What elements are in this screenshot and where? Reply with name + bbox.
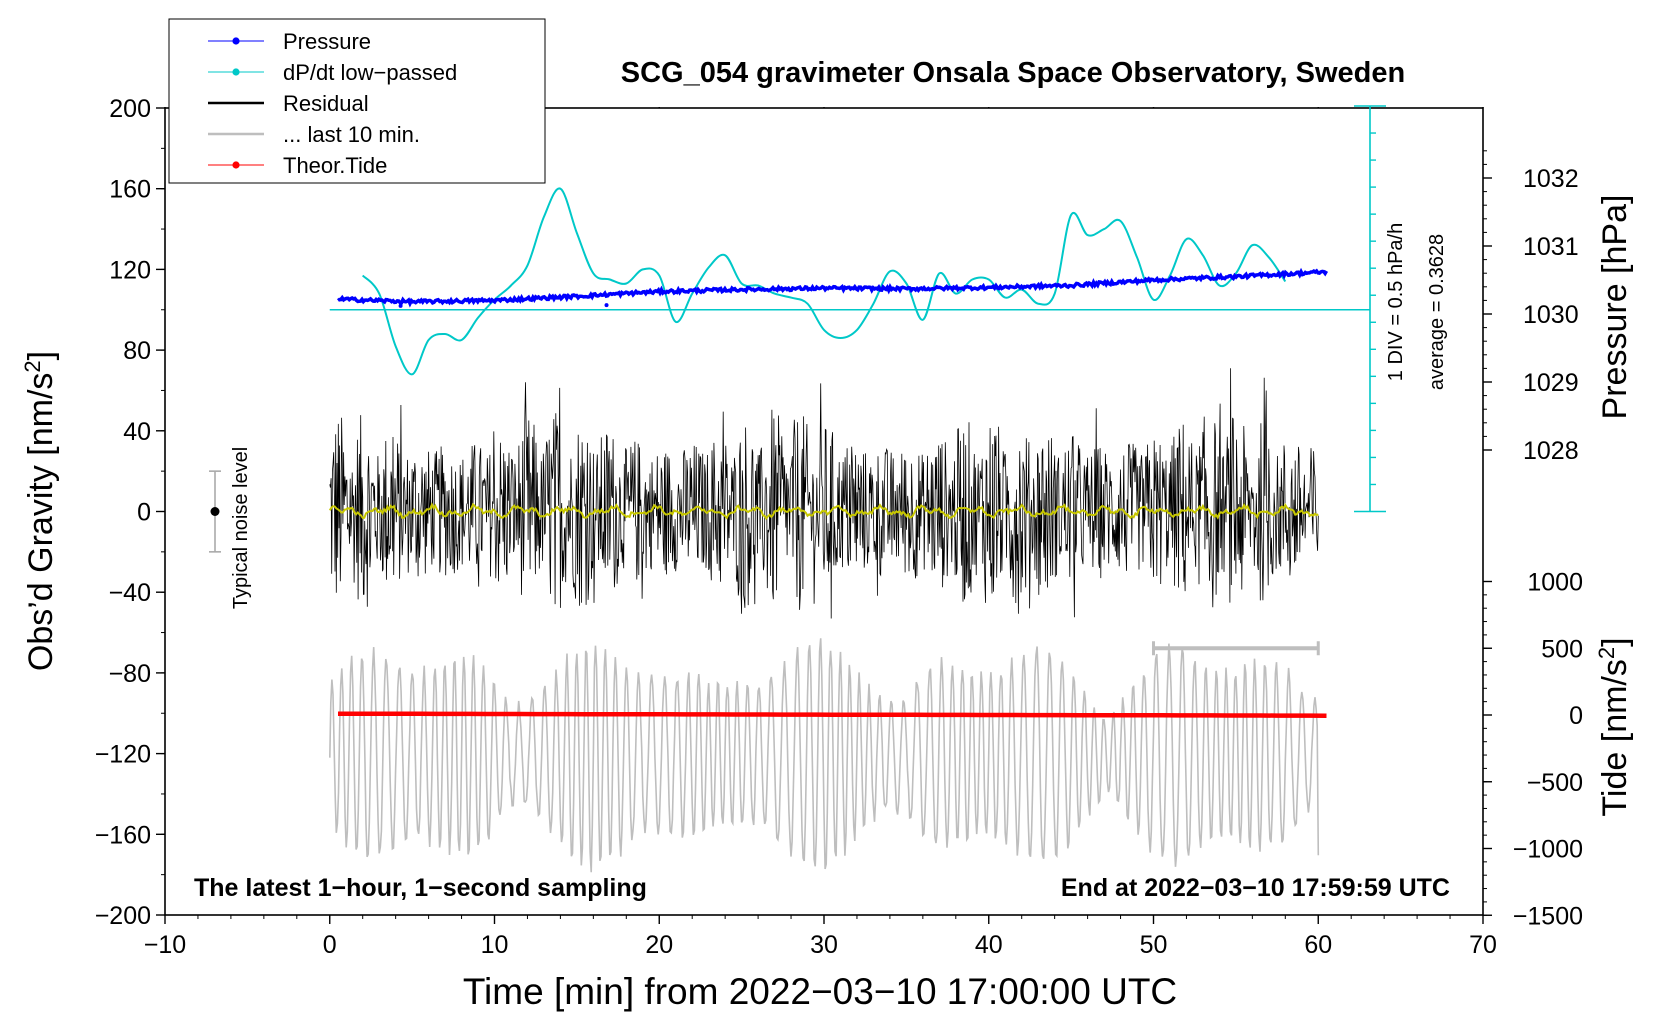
- annotation-sampling: The latest 1−hour, 1−second sampling: [194, 874, 647, 902]
- x-tick-label: 60: [1304, 931, 1332, 959]
- y-axis-label-tide-main: Tide [nm/s: [1596, 659, 1634, 816]
- gravity-tick-label: 40: [123, 418, 151, 446]
- dpdt-scale-bar: [1354, 105, 1386, 513]
- y-axis-label-gravity-sup: 2: [20, 360, 45, 372]
- residual-smooth-line: [328, 502, 1319, 521]
- gravity-tick-label: 200: [109, 95, 151, 123]
- x-tick-label: 70: [1469, 931, 1497, 959]
- y-axis-label-gravity: Obs’d Gravity [nm/s2]: [20, 351, 60, 671]
- x-tick-label: 50: [1140, 931, 1168, 959]
- gravity-tick-label: −120: [95, 741, 151, 769]
- gravity-tick-label: −160: [95, 821, 151, 849]
- legend-label: Theor.Tide: [283, 153, 387, 178]
- pressure-tick-label: 1028: [1523, 437, 1579, 465]
- dpdt-line: [361, 187, 1287, 376]
- legend: Pressure dP/dt low−passed Residual ... last…: [168, 18, 546, 184]
- gravity-tick-label: 160: [109, 176, 151, 204]
- gravity-tick-label: −80: [109, 660, 151, 688]
- pressure-tick-label: 1029: [1523, 369, 1579, 397]
- tide-tick-label: −1500: [1513, 902, 1583, 930]
- x-tick-label: 30: [810, 931, 838, 959]
- last10-series: [329, 638, 1320, 873]
- legend-marker: [232, 37, 240, 45]
- legend-box: [168, 18, 546, 184]
- x-tick-label: 10: [481, 931, 509, 959]
- dpdt-average-label: average = 0.3628: [1426, 234, 1448, 390]
- residual-line: [329, 368, 1319, 619]
- gravity-tick-label: 120: [109, 256, 151, 284]
- residual-series: [329, 368, 1319, 619]
- noise-level-label: Typical noise level: [230, 447, 252, 609]
- axis-ticks: −10 0 10 20 30 40 50 60 70 −200 −160 −120 −80 −40 0 40 8…: [95, 95, 1583, 959]
- y-axis-label-gravity-end: ]: [22, 351, 60, 360]
- dpdt-series: [329, 187, 1370, 376]
- last10-line: [329, 638, 1320, 873]
- pressure-tick-label: 1032: [1523, 165, 1579, 193]
- legend-label: ... last 10 min.: [283, 122, 420, 147]
- y-axis-label-tide-sup: 2: [1594, 647, 1619, 659]
- chart-title: SCG_054 gravimeter Onsala Space Observat…: [621, 57, 1405, 89]
- dpdt-scale-label: 1 DIV = 0.5 hPa/h: [1385, 223, 1407, 381]
- y-axis-label-pressure: Pressure [hPa]: [1596, 195, 1634, 420]
- legend-label: Residual: [283, 91, 369, 116]
- pressure-line: [336, 267, 1329, 308]
- gravity-tick-label: −200: [95, 902, 151, 930]
- tide-tick-label: 500: [1541, 635, 1583, 663]
- tide-tick-label: 0: [1569, 702, 1583, 730]
- pressure-tick-label: 1031: [1523, 233, 1579, 261]
- legend-label: Pressure: [283, 29, 371, 54]
- tide-line: [338, 711, 1327, 718]
- tide-tick-label: −1000: [1513, 836, 1583, 864]
- x-tick-label: 40: [975, 931, 1003, 959]
- tide-tick-label: −500: [1527, 769, 1583, 797]
- gravity-tick-label: 80: [123, 337, 151, 365]
- gravity-tick-label: −40: [109, 579, 151, 607]
- residual-smooth-series: [328, 502, 1319, 521]
- x-tick-label: 0: [323, 931, 337, 959]
- legend-label: dP/dt low−passed: [283, 60, 457, 85]
- legend-marker: [232, 68, 240, 76]
- noise-level-bar: [209, 470, 221, 553]
- pressure-tick-label: 1030: [1523, 301, 1579, 329]
- y-axis-label-gravity-main: Obs’d Gravity [nm/s: [22, 373, 60, 672]
- x-tick-label: −10: [144, 931, 186, 959]
- pressure-series: [336, 267, 1329, 308]
- x-tick-label: 20: [645, 931, 673, 959]
- legend-marker: [232, 161, 240, 169]
- y-axis-label-tide: Tide [nm/s2]: [1594, 637, 1634, 816]
- annotation-end-time: End at 2022−03−10 17:59:59 UTC: [1061, 874, 1450, 902]
- x-axis-label: Time [min] from 2022−03−10 17:00:00 UTC: [463, 971, 1177, 1012]
- pressure-outlier-point: [604, 303, 609, 308]
- tide-series: [338, 711, 1327, 718]
- noise-bar-center-dot: [210, 507, 220, 516]
- y-axis-label-tide-end: ]: [1596, 637, 1634, 646]
- tide-tick-label: 1000: [1527, 569, 1583, 597]
- gravity-tick-label: 0: [137, 499, 151, 527]
- pressure-outlier-point: [398, 303, 403, 308]
